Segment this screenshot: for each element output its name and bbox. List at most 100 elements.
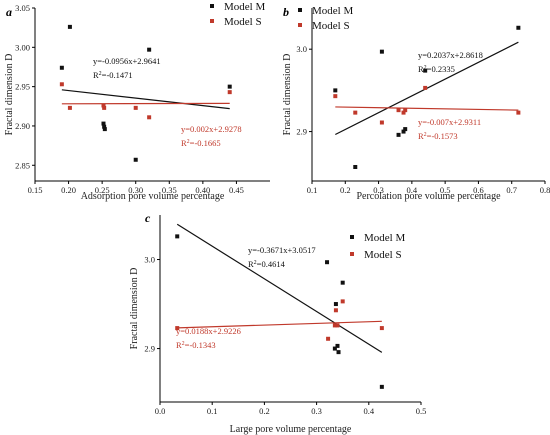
fit-equation-model-m: y=0.2037x+2.8618 xyxy=(418,50,483,60)
data-point-model-m xyxy=(102,124,107,129)
x-tick-label: 0.40 xyxy=(195,185,210,195)
x-tick-label: 0.5 xyxy=(440,185,451,195)
fit-r2-model-m: R2=0.4614 xyxy=(248,259,286,269)
data-point-model-m xyxy=(227,84,232,89)
legend-label-model-m: Model M xyxy=(364,232,405,244)
legend-label-model-m: Model M xyxy=(224,1,265,13)
panel-label: b xyxy=(283,5,289,19)
data-point-model-s xyxy=(333,308,338,313)
legend-label-model-s: Model S xyxy=(224,16,262,28)
x-axis-title: Adsorption pore volume percentage xyxy=(81,191,225,202)
y-axis-title: Fractal dimension D xyxy=(282,54,293,136)
r2-superscript: 2 xyxy=(424,132,427,138)
x-tick-label: 0.4 xyxy=(407,185,418,195)
x-tick-label: 0.2 xyxy=(259,406,270,416)
data-point-model-s xyxy=(133,105,138,110)
r2-value: =-0.1343 xyxy=(185,340,216,350)
x-tick-label: 0.6 xyxy=(473,185,484,195)
data-point-model-s xyxy=(516,110,521,115)
data-point-model-s xyxy=(379,326,384,331)
x-tick-label: 0.1 xyxy=(307,185,318,195)
fit-equation-model-s: y=-0.007x+2.9311 xyxy=(418,117,481,127)
data-point-model-m xyxy=(102,127,107,132)
x-tick-label: 0.0 xyxy=(155,406,166,416)
data-point-model-s xyxy=(353,110,358,115)
legend-label-model-s: Model S xyxy=(312,20,350,32)
legend-marker-model-m xyxy=(298,8,302,12)
x-tick-label: 0.20 xyxy=(61,185,76,195)
panel-label: a xyxy=(6,5,12,19)
data-point-model-m xyxy=(332,346,337,351)
data-point-model-m xyxy=(133,157,138,162)
data-point-model-s xyxy=(333,94,338,99)
data-point-model-m xyxy=(379,49,384,54)
x-tick-label: 0.35 xyxy=(162,185,177,195)
data-point-model-m xyxy=(147,47,152,52)
fit-line-model-m xyxy=(176,223,383,353)
data-point-model-s xyxy=(403,108,408,113)
data-point-model-s xyxy=(147,115,152,120)
y-axis-title: Fractal dimension D xyxy=(129,268,140,350)
chart-panel-b: b 0.1 0.2 0.3 0.4 0.5 0.6 0.7 0.8 2.9 3.0 Percolati… xyxy=(282,5,550,202)
data-point-model-s xyxy=(340,299,345,304)
chart-panel-a: a 0.15 0.20 0.25 0.30 0.35 0.40 0.45 2.85 2.90 2.9… xyxy=(4,1,270,202)
data-point-model-s xyxy=(401,110,406,115)
data-point-model-s xyxy=(326,336,331,341)
data-point-model-m xyxy=(379,384,384,389)
data-point-model-s xyxy=(379,120,384,125)
x-tick-label: 0.30 xyxy=(128,185,143,195)
fit-equation-model-m: y=-0.0956x+2.9641 xyxy=(93,56,161,66)
y-tick-label: 2.90 xyxy=(15,121,30,131)
x-tick-label: 0.2 xyxy=(340,185,351,195)
data-point-model-m xyxy=(423,68,428,73)
legend-label-model-s: Model S xyxy=(364,249,402,261)
legend-marker-model-m xyxy=(210,4,214,8)
y-tick-label: 3.05 xyxy=(15,3,30,13)
data-point-model-m xyxy=(340,280,345,285)
x-axis-title: Large pore volume percentage xyxy=(230,424,352,435)
x-axis-title: Percolation pore volume percentage xyxy=(356,191,501,202)
data-point-model-m xyxy=(336,350,341,355)
fit-line-model-s xyxy=(177,320,382,329)
fit-equation-model-s: y=0.002x+2.9278 xyxy=(181,124,242,134)
data-point-model-m xyxy=(403,127,408,132)
r2-symbol: R xyxy=(418,64,424,74)
r2-value: =0.4614 xyxy=(257,259,286,269)
chart-panel-c: c 0.0 0.1 0.2 0.3 0.4 0.5 2.9 3.0 Large pore volu… xyxy=(129,211,426,435)
x-tick-label: 0.1 xyxy=(207,406,218,416)
data-point-model-s xyxy=(101,103,106,108)
x-tick-label: 0.3 xyxy=(311,406,322,416)
data-point-model-s xyxy=(59,82,64,87)
data-point-model-m xyxy=(175,234,180,239)
y-tick-label: 2.9 xyxy=(144,344,155,354)
y-tick-label: 3.00 xyxy=(15,42,30,52)
data-point-model-m xyxy=(396,132,401,137)
data-point-model-s xyxy=(332,323,337,328)
y-tick-label: 3.0 xyxy=(144,255,155,265)
x-tick-label: 0.8 xyxy=(540,185,550,195)
r2-symbol: R xyxy=(248,259,254,269)
r2-symbol: R xyxy=(176,340,182,350)
data-point-model-m xyxy=(401,129,406,134)
data-point-model-m xyxy=(101,121,106,126)
fit-r2-model-s: R2=-0.1343 xyxy=(176,340,216,350)
fit-line-model-s xyxy=(335,106,519,111)
r2-superscript: 2 xyxy=(99,71,102,77)
legend-marker-model-m xyxy=(350,235,354,239)
legend-marker-model-s xyxy=(350,252,354,256)
data-point-model-s xyxy=(175,326,180,331)
x-tick-label: 0.5 xyxy=(416,406,427,416)
r2-symbol: R xyxy=(93,70,99,80)
r2-superscript: 2 xyxy=(187,139,190,145)
panel-label: c xyxy=(145,211,151,225)
y-axis-title: Fractal dimension D xyxy=(4,54,15,136)
data-point-model-m xyxy=(353,164,358,169)
data-point-model-s xyxy=(227,90,232,95)
fit-r2-model-s: R2=-0.1573 xyxy=(418,131,458,141)
x-tick-label: 0.7 xyxy=(506,185,517,195)
x-tick-label: 0.3 xyxy=(373,185,384,195)
data-point-model-m xyxy=(325,260,330,265)
fit-equation-model-s: y=0.0188x+2.9226 xyxy=(176,326,241,336)
r2-value: =-0.1573 xyxy=(427,131,458,141)
